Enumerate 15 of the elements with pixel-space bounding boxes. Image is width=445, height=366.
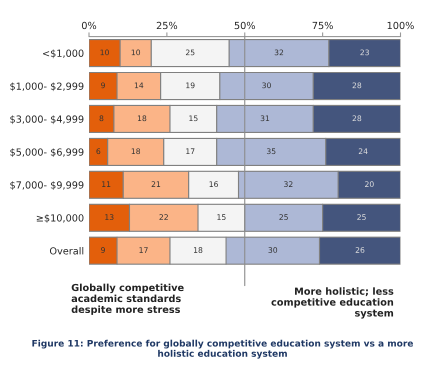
y-tick-label: $1,000- $2,999: [10, 82, 84, 92]
caption: Figure 11: Preference for globally competitive education system vs a more holistic education system: [32, 340, 414, 359]
y-tick-label: $3,000- $4,999: [10, 115, 84, 124]
x-tick-label: 25%: [156, 22, 178, 30]
y-tick-label: $5,000- $6,999: [10, 148, 84, 158]
y-tick-label: Overall: [50, 247, 84, 255]
y-tick-label: ≥$10,000: [36, 214, 84, 223]
annotation: Globally competitive academic standards despite more stress: [72, 284, 184, 315]
text: More holistic; less competitive education system: [271, 287, 394, 319]
x-tick-label: 75%: [312, 22, 333, 30]
x-tick-label: 0%: [82, 22, 96, 30]
y-tick-label: $7,000- $9,999: [10, 181, 84, 190]
y-tick-label: <$1,000: [43, 49, 84, 58]
x-tick-label: 100%: [388, 22, 414, 30]
x-tick-label: 50%: [234, 22, 256, 30]
